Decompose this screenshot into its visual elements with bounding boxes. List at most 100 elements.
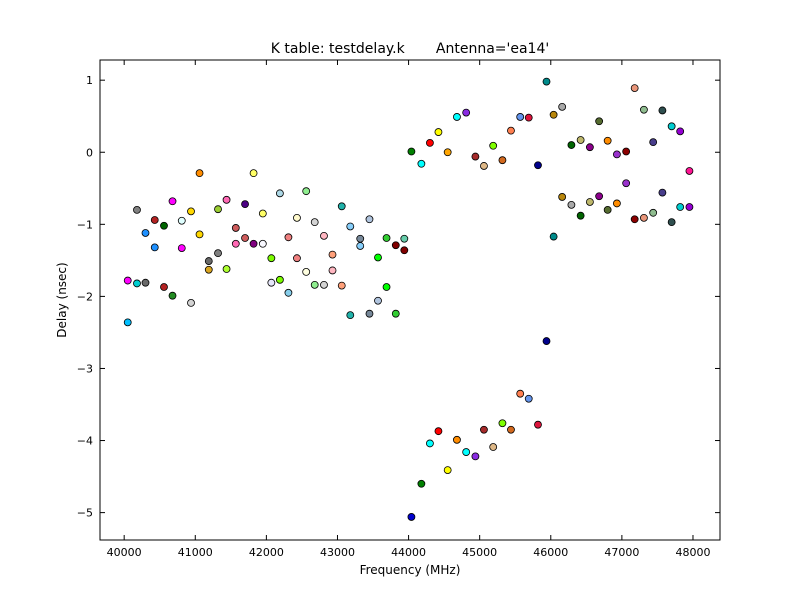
data-point xyxy=(222,265,231,273)
y-tick-label: 0 xyxy=(86,146,93,159)
data-point xyxy=(630,215,639,224)
data-point xyxy=(187,207,195,216)
data-point xyxy=(214,205,222,214)
data-point xyxy=(391,241,400,250)
data-point xyxy=(177,216,186,225)
data-point xyxy=(133,279,141,288)
data-point xyxy=(302,187,311,196)
data-point xyxy=(417,159,426,168)
data-point xyxy=(222,195,231,204)
x-tick-label: 45000 xyxy=(462,546,497,559)
data-point xyxy=(249,239,258,248)
data-point xyxy=(524,113,533,122)
data-point xyxy=(150,243,159,252)
data-point xyxy=(640,213,648,222)
data-point xyxy=(275,275,284,284)
data-point xyxy=(658,106,667,115)
data-point xyxy=(302,267,311,276)
data-point xyxy=(284,233,293,242)
data-point xyxy=(346,311,355,320)
data-point xyxy=(585,198,594,206)
data-point xyxy=(426,439,434,448)
data-point xyxy=(346,222,355,231)
data-point xyxy=(214,249,222,258)
x-tick-label: 41000 xyxy=(178,546,213,559)
data-point xyxy=(595,192,604,201)
data-point xyxy=(443,466,452,474)
data-point xyxy=(434,427,443,436)
data-point xyxy=(534,420,542,429)
data-point xyxy=(123,318,132,327)
data-point xyxy=(516,113,525,121)
data-point xyxy=(407,147,416,156)
data-point xyxy=(284,288,293,297)
data-point xyxy=(249,169,258,178)
data-point xyxy=(320,231,328,240)
data-point xyxy=(365,215,374,224)
data-point xyxy=(498,156,507,165)
y-tick-label: −3 xyxy=(77,362,93,375)
data-point xyxy=(480,162,488,170)
x-tick-label: 46000 xyxy=(533,546,568,559)
data-point xyxy=(267,254,276,263)
data-point xyxy=(685,167,694,175)
data-point xyxy=(549,110,558,119)
data-point xyxy=(567,141,576,149)
data-point xyxy=(374,296,382,305)
data-point xyxy=(356,234,365,243)
data-point xyxy=(195,169,204,178)
data-point xyxy=(542,337,551,345)
data-point xyxy=(374,253,382,262)
data-point xyxy=(328,266,337,275)
data-point xyxy=(613,199,621,208)
data-point xyxy=(407,513,416,521)
data-point xyxy=(685,203,694,211)
data-point xyxy=(328,250,337,259)
ticks-layer: 40000 41000 42000 43000 44000 45000 46000 47000… xyxy=(77,60,720,559)
data-point xyxy=(417,479,426,488)
y-axis-label: Delay (nsec) xyxy=(55,262,69,337)
x-tick-label: 40000 xyxy=(107,546,142,559)
data-point xyxy=(516,389,525,398)
data-point xyxy=(507,126,515,135)
data-point xyxy=(337,281,346,290)
x-tick-label: 48000 xyxy=(675,546,710,559)
data-point xyxy=(195,230,204,239)
data-point xyxy=(640,105,648,114)
data-point xyxy=(471,152,480,161)
data-point xyxy=(434,128,443,136)
data-point xyxy=(498,419,507,428)
data-point xyxy=(471,452,480,461)
data-point xyxy=(524,394,533,403)
data-point xyxy=(231,239,240,248)
data-point xyxy=(160,283,168,291)
data-point xyxy=(177,244,186,253)
data-point xyxy=(603,136,612,145)
data-point xyxy=(558,193,567,201)
data-point xyxy=(613,150,621,159)
points-layer xyxy=(123,77,694,521)
data-point xyxy=(622,179,631,188)
data-point xyxy=(658,188,667,197)
data-point xyxy=(293,254,301,263)
data-point xyxy=(489,141,498,150)
x-tick-label: 44000 xyxy=(391,546,426,559)
data-point xyxy=(576,136,585,144)
data-point xyxy=(310,218,319,227)
data-point xyxy=(443,148,452,157)
y-tick-label: −5 xyxy=(77,507,93,520)
data-point xyxy=(630,84,639,93)
data-point xyxy=(267,278,276,287)
y-tick-label: −1 xyxy=(77,218,93,231)
data-point xyxy=(231,224,240,232)
data-point xyxy=(356,242,365,250)
data-point xyxy=(204,265,213,274)
data-point xyxy=(337,202,346,211)
data-point xyxy=(310,280,319,289)
data-point xyxy=(168,291,177,300)
data-point xyxy=(241,234,249,242)
data-point xyxy=(382,283,391,291)
data-point xyxy=(160,221,168,230)
x-tick-label: 47000 xyxy=(604,546,639,559)
